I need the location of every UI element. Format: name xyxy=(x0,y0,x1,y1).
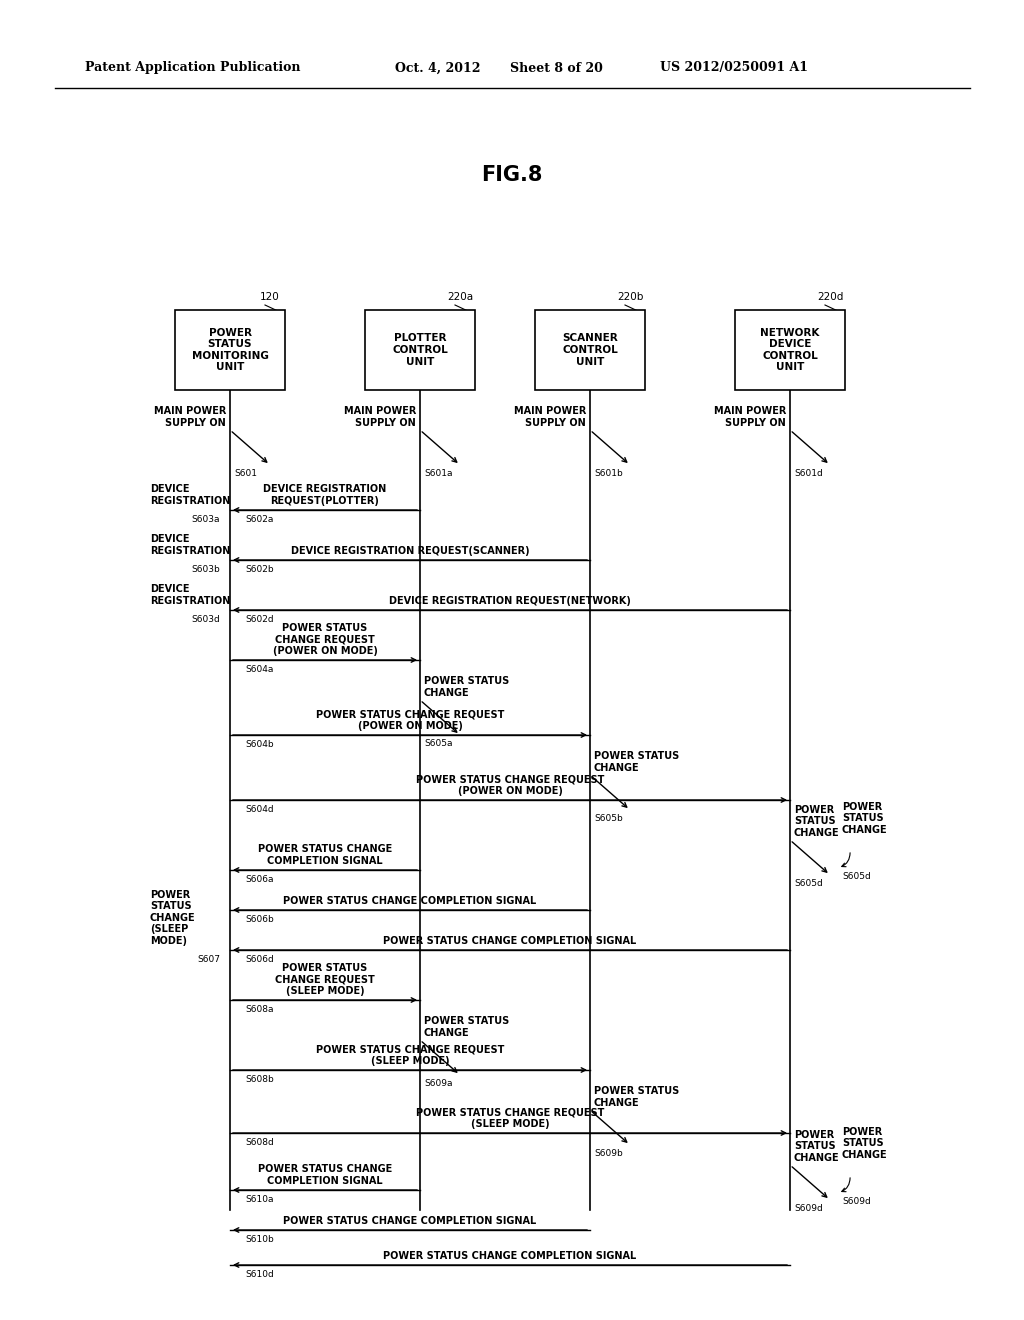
Text: POWER STATUS CHANGE COMPLETION SIGNAL: POWER STATUS CHANGE COMPLETION SIGNAL xyxy=(383,936,637,946)
Text: S608d: S608d xyxy=(245,1138,273,1147)
Text: POWER STATUS CHANGE
COMPLETION SIGNAL: POWER STATUS CHANGE COMPLETION SIGNAL xyxy=(258,1164,392,1185)
Text: MAIN POWER
SUPPLY ON: MAIN POWER SUPPLY ON xyxy=(714,407,786,428)
Text: 220b: 220b xyxy=(616,292,643,302)
Text: POWER
STATUS
CHANGE: POWER STATUS CHANGE xyxy=(842,1127,888,1160)
Text: Patent Application Publication: Patent Application Publication xyxy=(85,62,300,74)
Text: S602b: S602b xyxy=(245,565,273,574)
Text: S605d: S605d xyxy=(794,879,822,888)
Bar xyxy=(735,310,845,389)
Text: 120: 120 xyxy=(260,292,280,302)
Text: S608b: S608b xyxy=(245,1074,273,1084)
Text: POWER STATUS CHANGE REQUEST
(SLEEP MODE): POWER STATUS CHANGE REQUEST (SLEEP MODE) xyxy=(315,1044,504,1067)
Text: MAIN POWER
SUPPLY ON: MAIN POWER SUPPLY ON xyxy=(344,407,416,428)
Text: S605d: S605d xyxy=(842,873,870,880)
Bar xyxy=(175,310,285,389)
Text: S601a: S601a xyxy=(424,469,453,478)
Text: S607: S607 xyxy=(197,954,220,964)
Text: S605b: S605b xyxy=(594,814,623,822)
Text: POWER
STATUS
CHANGE: POWER STATUS CHANGE xyxy=(842,801,888,836)
Text: POWER STATUS CHANGE COMPLETION SIGNAL: POWER STATUS CHANGE COMPLETION SIGNAL xyxy=(383,1251,637,1261)
Text: POWER STATUS CHANGE COMPLETION SIGNAL: POWER STATUS CHANGE COMPLETION SIGNAL xyxy=(284,1216,537,1226)
Text: DEVICE
REGISTRATION: DEVICE REGISTRATION xyxy=(150,484,230,506)
Text: S605a: S605a xyxy=(424,739,453,748)
Text: POWER STATUS CHANGE REQUEST
(SLEEP MODE): POWER STATUS CHANGE REQUEST (SLEEP MODE) xyxy=(416,1107,604,1129)
Text: Sheet 8 of 20: Sheet 8 of 20 xyxy=(510,62,603,74)
Text: S603b: S603b xyxy=(191,565,220,574)
Bar xyxy=(365,310,475,389)
Text: S609d: S609d xyxy=(794,1204,822,1213)
Text: FIG.8: FIG.8 xyxy=(481,165,543,185)
Text: S609b: S609b xyxy=(594,1148,623,1158)
Text: S610b: S610b xyxy=(245,1236,273,1243)
Text: S603a: S603a xyxy=(191,515,220,524)
Text: S610d: S610d xyxy=(245,1270,273,1279)
Text: POWER STATUS
CHANGE: POWER STATUS CHANGE xyxy=(594,751,679,774)
Text: PLOTTER
CONTROL
UNIT: PLOTTER CONTROL UNIT xyxy=(392,334,447,367)
Text: DEVICE
REGISTRATION: DEVICE REGISTRATION xyxy=(150,585,230,606)
Bar xyxy=(535,310,645,389)
Text: POWER STATUS CHANGE REQUEST
(POWER ON MODE): POWER STATUS CHANGE REQUEST (POWER ON MO… xyxy=(416,775,604,796)
Text: 220d: 220d xyxy=(817,292,843,302)
Text: POWER
STATUS
CHANGE: POWER STATUS CHANGE xyxy=(794,805,840,838)
Text: POWER
STATUS
CHANGE
(SLEEP
MODE): POWER STATUS CHANGE (SLEEP MODE) xyxy=(150,890,196,946)
Text: S609a: S609a xyxy=(424,1078,453,1088)
Text: POWER STATUS CHANGE COMPLETION SIGNAL: POWER STATUS CHANGE COMPLETION SIGNAL xyxy=(284,896,537,906)
Text: NETWORK
DEVICE
CONTROL
UNIT: NETWORK DEVICE CONTROL UNIT xyxy=(760,327,819,372)
Text: POWER STATUS CHANGE
COMPLETION SIGNAL: POWER STATUS CHANGE COMPLETION SIGNAL xyxy=(258,845,392,866)
Text: POWER STATUS
CHANGE: POWER STATUS CHANGE xyxy=(424,1016,509,1038)
Text: S602a: S602a xyxy=(245,515,273,524)
Text: POWER STATUS
CHANGE REQUEST
(SLEEP MODE): POWER STATUS CHANGE REQUEST (SLEEP MODE) xyxy=(275,962,375,997)
Text: S608a: S608a xyxy=(245,1005,273,1014)
Text: S603d: S603d xyxy=(191,615,220,624)
Text: POWER STATUS
CHANGE: POWER STATUS CHANGE xyxy=(424,676,509,698)
Text: S606a: S606a xyxy=(245,875,273,884)
Text: DEVICE REGISTRATION REQUEST(NETWORK): DEVICE REGISTRATION REQUEST(NETWORK) xyxy=(389,597,631,606)
Text: MAIN POWER
SUPPLY ON: MAIN POWER SUPPLY ON xyxy=(514,407,586,428)
Text: S601: S601 xyxy=(234,469,257,478)
Text: DEVICE REGISTRATION
REQUEST(PLOTTER): DEVICE REGISTRATION REQUEST(PLOTTER) xyxy=(263,484,387,506)
Text: POWER
STATUS
MONITORING
UNIT: POWER STATUS MONITORING UNIT xyxy=(191,327,268,372)
Text: Oct. 4, 2012: Oct. 4, 2012 xyxy=(395,62,480,74)
Text: S604d: S604d xyxy=(245,805,273,814)
Text: 220a: 220a xyxy=(446,292,473,302)
Text: S601d: S601d xyxy=(794,469,822,478)
Text: S604a: S604a xyxy=(245,665,273,675)
Text: POWER STATUS
CHANGE: POWER STATUS CHANGE xyxy=(594,1086,679,1107)
Text: S602d: S602d xyxy=(245,615,273,624)
Text: S609d: S609d xyxy=(842,1197,870,1206)
Text: POWER
STATUS
CHANGE: POWER STATUS CHANGE xyxy=(794,1130,840,1163)
Text: DEVICE
REGISTRATION: DEVICE REGISTRATION xyxy=(150,535,230,556)
Text: MAIN POWER
SUPPLY ON: MAIN POWER SUPPLY ON xyxy=(154,407,226,428)
Text: SCANNER
CONTROL
UNIT: SCANNER CONTROL UNIT xyxy=(562,334,617,367)
Text: S604b: S604b xyxy=(245,741,273,748)
Text: S601b: S601b xyxy=(594,469,623,478)
Text: POWER STATUS
CHANGE REQUEST
(POWER ON MODE): POWER STATUS CHANGE REQUEST (POWER ON MO… xyxy=(272,623,378,656)
Text: US 2012/0250091 A1: US 2012/0250091 A1 xyxy=(660,62,808,74)
Text: S606d: S606d xyxy=(245,954,273,964)
Text: POWER STATUS CHANGE REQUEST
(POWER ON MODE): POWER STATUS CHANGE REQUEST (POWER ON MO… xyxy=(315,709,504,731)
Text: DEVICE REGISTRATION REQUEST(SCANNER): DEVICE REGISTRATION REQUEST(SCANNER) xyxy=(291,546,529,556)
Text: S606b: S606b xyxy=(245,915,273,924)
Text: S610a: S610a xyxy=(245,1195,273,1204)
